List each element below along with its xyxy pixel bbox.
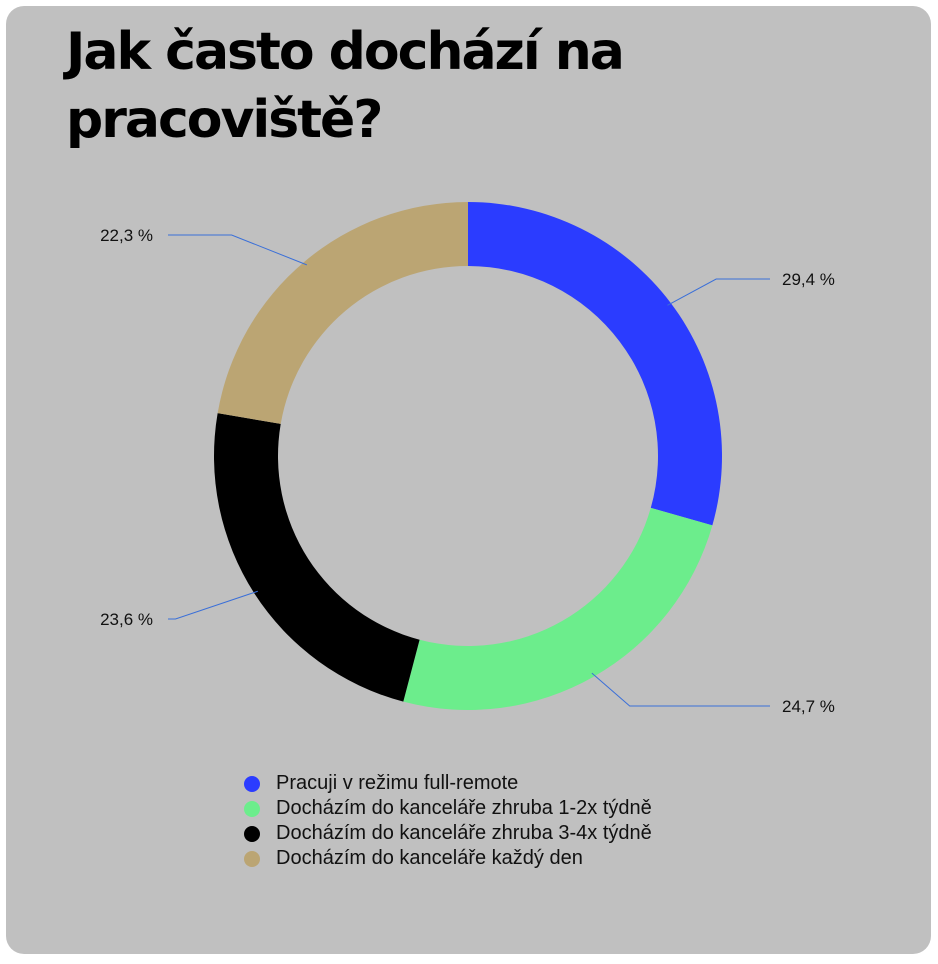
chart-card bbox=[6, 6, 931, 954]
legend-item: Docházím do kanceláře zhruba 1-2x týdně bbox=[244, 796, 652, 821]
legend-label: Pracuji v režimu full-remote bbox=[276, 772, 519, 794]
legend-label: Docházím do kanceláře každý den bbox=[276, 847, 583, 869]
data-label: 22,3 % bbox=[100, 226, 153, 245]
data-label: 24,7 % bbox=[782, 697, 835, 716]
legend-swatch bbox=[244, 775, 260, 792]
legend-label: Docházím do kanceláře zhruba 3-4x týdně bbox=[276, 822, 652, 844]
legend-swatch bbox=[244, 850, 260, 867]
chart-title: Jak často dochází na pracoviště? bbox=[66, 22, 625, 150]
donut-slice bbox=[217, 202, 468, 424]
legend-item: Docházím do kanceláře každý den bbox=[244, 846, 652, 871]
leader-line bbox=[591, 672, 770, 707]
donut-slice bbox=[213, 413, 420, 702]
legend-item: Pracuji v režimu full-remote bbox=[244, 771, 652, 796]
legend-swatch bbox=[244, 800, 260, 817]
donut-slice bbox=[403, 507, 713, 710]
data-label: 23,6 % bbox=[100, 610, 153, 629]
chart-legend: Pracuji v režimu full-remote Docházím do … bbox=[244, 771, 652, 871]
legend-label: Docházím do kanceláře zhruba 1-2x týdně bbox=[276, 797, 652, 819]
leader-line bbox=[168, 590, 258, 620]
data-label: 29,4 % bbox=[782, 270, 835, 289]
leader-line bbox=[667, 278, 770, 306]
leader-line bbox=[168, 234, 308, 266]
donut-slice bbox=[468, 202, 723, 526]
legend-item: Docházím do kanceláře zhruba 3-4x týdně bbox=[244, 821, 652, 846]
legend-swatch bbox=[244, 825, 260, 842]
